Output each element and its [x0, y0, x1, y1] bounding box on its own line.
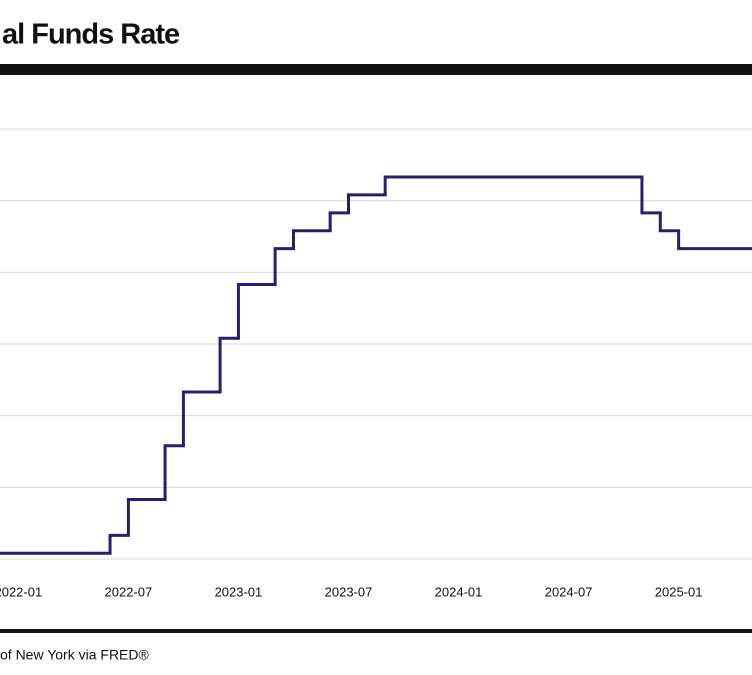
x-tick-label: 2022-01	[0, 584, 42, 599]
x-tick-label: 2025-01	[655, 584, 703, 599]
x-tick-label: 2023-07	[325, 584, 373, 599]
chart-title: al Funds Rate	[2, 19, 180, 51]
x-tick-label: 2024-07	[545, 584, 593, 599]
source-note: of New York via FRED®	[0, 647, 149, 663]
x-tick-label: 2023-01	[215, 584, 263, 599]
footer-rule	[0, 629, 752, 633]
header-rule	[0, 64, 752, 75]
x-tick-label: 2024-01	[435, 584, 483, 599]
x-tick-label: 2022-07	[105, 584, 153, 599]
